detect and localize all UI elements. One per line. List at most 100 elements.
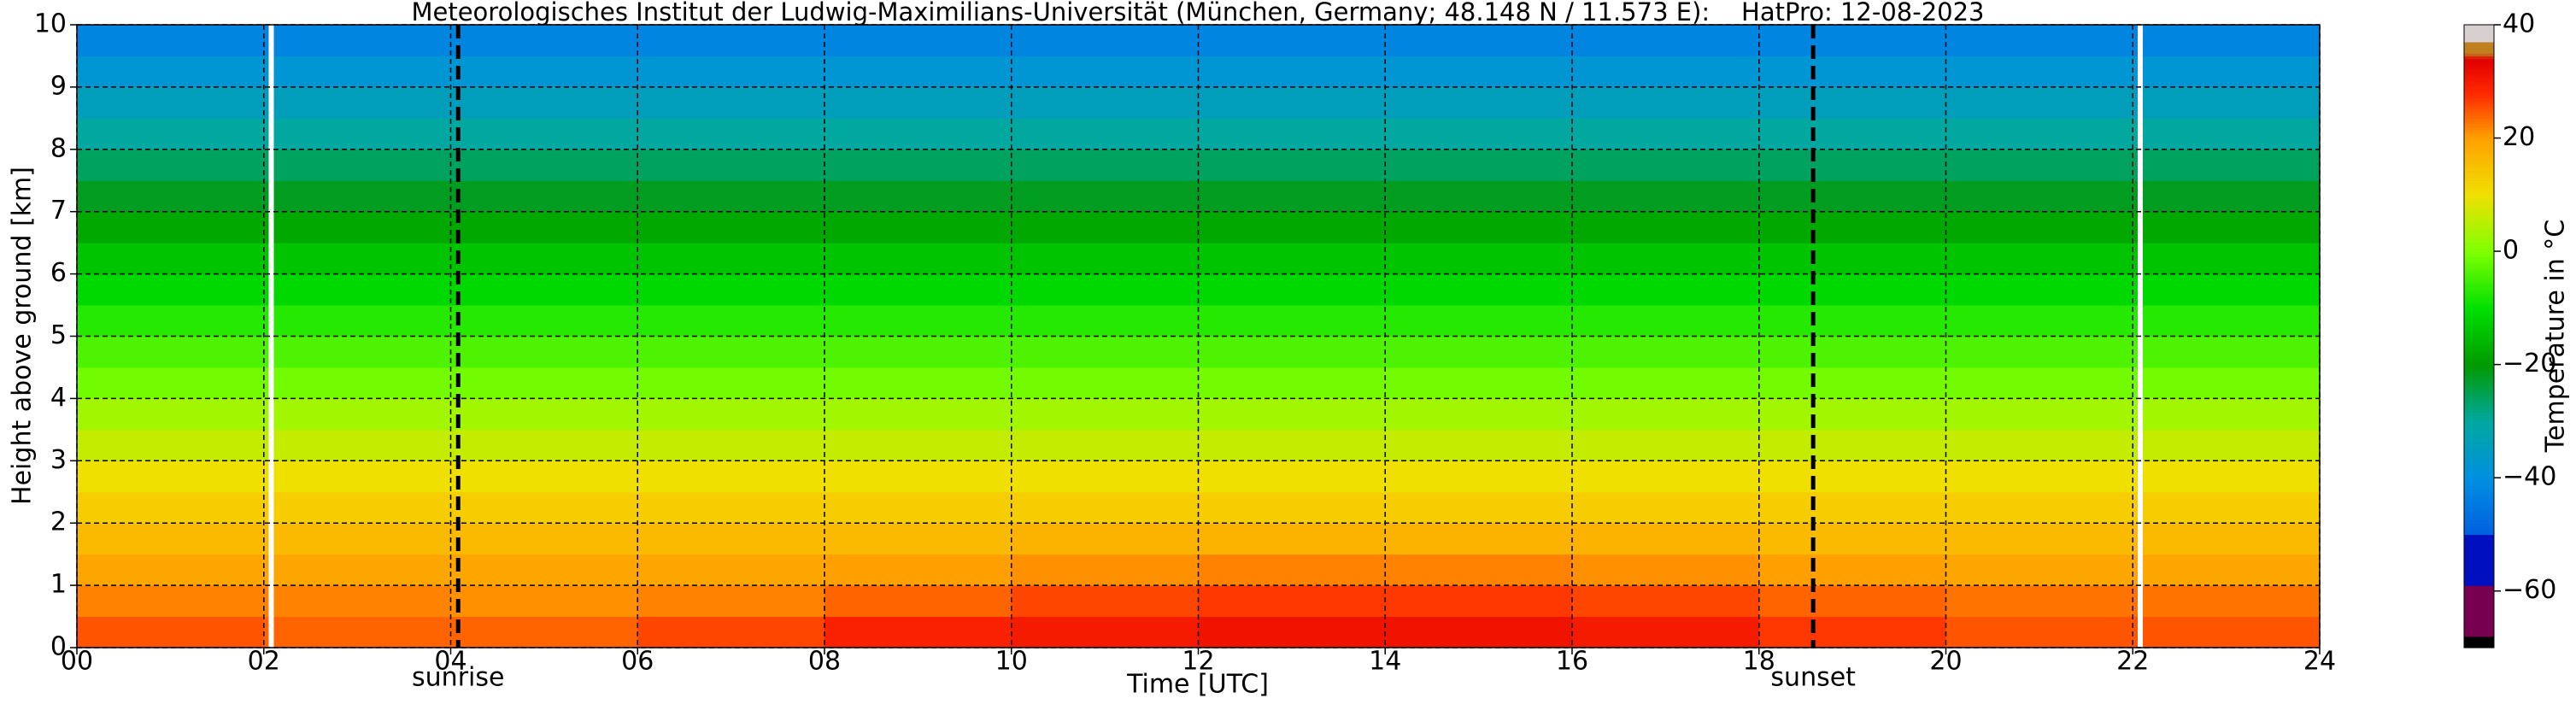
colorbar-segment xyxy=(2464,644,2494,648)
colorbar-segment xyxy=(2464,364,2494,368)
colorbar-segment xyxy=(2464,511,2494,515)
colorbar-segment xyxy=(2464,373,2494,377)
heatmap-cell xyxy=(1572,461,1760,493)
colorbar-segment xyxy=(2464,38,2494,43)
heatmap-cell xyxy=(1385,398,1573,431)
colorbar-segment xyxy=(2464,163,2494,167)
colorbar-segment xyxy=(2464,519,2494,524)
colorbar-segment xyxy=(2464,86,2494,91)
heatmap-cell xyxy=(263,56,451,88)
colorbar-segment xyxy=(2464,554,2494,558)
heatmap-cell xyxy=(450,491,638,524)
heatmap-cell xyxy=(77,367,265,399)
colorbar-segment xyxy=(2464,90,2494,94)
heatmap-cell xyxy=(1945,461,2133,493)
y-tick-label: 9 xyxy=(50,71,67,101)
heatmap-cell xyxy=(1198,461,1386,493)
colorbar-segment xyxy=(2464,73,2494,77)
colorbar-segment xyxy=(2464,500,2494,504)
colorbar-segment xyxy=(2464,549,2494,552)
colorbar-segment xyxy=(2464,469,2494,473)
colorbar-segment xyxy=(2464,161,2494,164)
heatmap-cell xyxy=(1945,305,2133,337)
heatmap-cell xyxy=(2133,429,2321,461)
heatmap-cell xyxy=(1385,86,1573,119)
colorbar-segment xyxy=(2464,619,2494,623)
colorbar-segment xyxy=(2464,208,2494,213)
colorbar-segment xyxy=(2464,248,2494,252)
colorbar-segment xyxy=(2464,98,2494,103)
heatmap-cell xyxy=(450,149,638,181)
colorbar-segment xyxy=(2464,446,2494,450)
colorbar-segment xyxy=(2464,478,2494,482)
y-tick-label: 2 xyxy=(50,507,67,537)
heatmap-cell xyxy=(1572,273,1760,306)
heatmap-cell xyxy=(1198,243,1386,275)
colorbar-segment xyxy=(2464,596,2494,601)
colorbar-segment xyxy=(2464,472,2494,476)
heatmap-cell xyxy=(637,149,825,181)
heatmap-cell xyxy=(450,243,638,275)
colorbar-segment xyxy=(2464,449,2494,453)
heatmap-cell xyxy=(77,398,265,431)
heatmap-cell xyxy=(1572,180,1760,213)
heatmap-cell xyxy=(263,461,451,493)
colorbar-segment xyxy=(2464,441,2494,445)
heatmap-cell xyxy=(2133,149,2321,181)
colorbar-segment xyxy=(2464,347,2494,351)
colorbar-segment xyxy=(2464,437,2494,442)
heatmap-cell xyxy=(1572,523,1760,555)
colorbar-segment xyxy=(2464,506,2494,510)
heatmap-cell xyxy=(1572,429,1760,461)
colorbar-segment xyxy=(2464,166,2494,170)
heatmap-cell xyxy=(450,273,638,306)
heatmap-cell xyxy=(637,367,825,399)
colorbar-segment xyxy=(2464,64,2494,68)
colorbar-segment xyxy=(2464,625,2494,629)
colorbar-segment xyxy=(2464,528,2494,532)
heatmap-cell xyxy=(1572,367,1760,399)
colorbar-segment xyxy=(2464,409,2494,414)
y-tick-label: 7 xyxy=(50,196,67,226)
colorbar-segment xyxy=(2464,497,2494,502)
colorbar-segment xyxy=(2464,313,2494,317)
heatmap-cell xyxy=(1385,585,1573,618)
x-tick-label: 00 xyxy=(61,647,93,677)
colorbar-segment xyxy=(2464,556,2494,560)
colorbar-segment xyxy=(2464,191,2494,196)
heatmap-cell xyxy=(1385,367,1573,399)
y-tick-label: 1 xyxy=(50,570,67,600)
heatmap-cell xyxy=(450,429,638,461)
heatmap-cell xyxy=(263,305,451,337)
heatmap-cell xyxy=(77,243,265,275)
heatmap-cell xyxy=(1198,429,1386,461)
heatmap-cell xyxy=(637,554,825,586)
colorbar-segment xyxy=(2464,226,2494,230)
colorbar-segment xyxy=(2464,594,2494,597)
heatmap-cell xyxy=(450,461,638,493)
colorbar-segment xyxy=(2464,282,2494,286)
heatmap-cell xyxy=(1572,491,1760,524)
colorbar-segment xyxy=(2464,361,2494,366)
heatmap-cell xyxy=(77,461,265,493)
heatmap-cell xyxy=(824,461,1012,493)
colorbar-segment xyxy=(2464,601,2494,606)
colorbar-segment xyxy=(2464,174,2494,179)
colorbar-segment xyxy=(2464,370,2494,374)
colorbar-segment xyxy=(2464,367,2494,371)
colorbar-segment xyxy=(2464,330,2494,334)
heatmap-cell xyxy=(1011,86,1199,119)
heatmap-cell xyxy=(1011,180,1199,213)
heatmap-cell xyxy=(1758,149,1946,181)
heatmap-cell xyxy=(263,211,451,243)
colorbar-segment xyxy=(2464,41,2494,45)
colorbar-segment xyxy=(2464,633,2494,637)
colorbar-segment xyxy=(2464,177,2494,181)
heatmap-cell xyxy=(2133,585,2321,618)
colorbar-segment xyxy=(2464,67,2494,71)
heatmap-cell xyxy=(263,523,451,555)
colorbar-segment xyxy=(2464,489,2494,493)
heatmap-cell xyxy=(637,491,825,524)
colorbar-segment xyxy=(2464,582,2494,586)
heatmap-cell xyxy=(450,523,638,555)
